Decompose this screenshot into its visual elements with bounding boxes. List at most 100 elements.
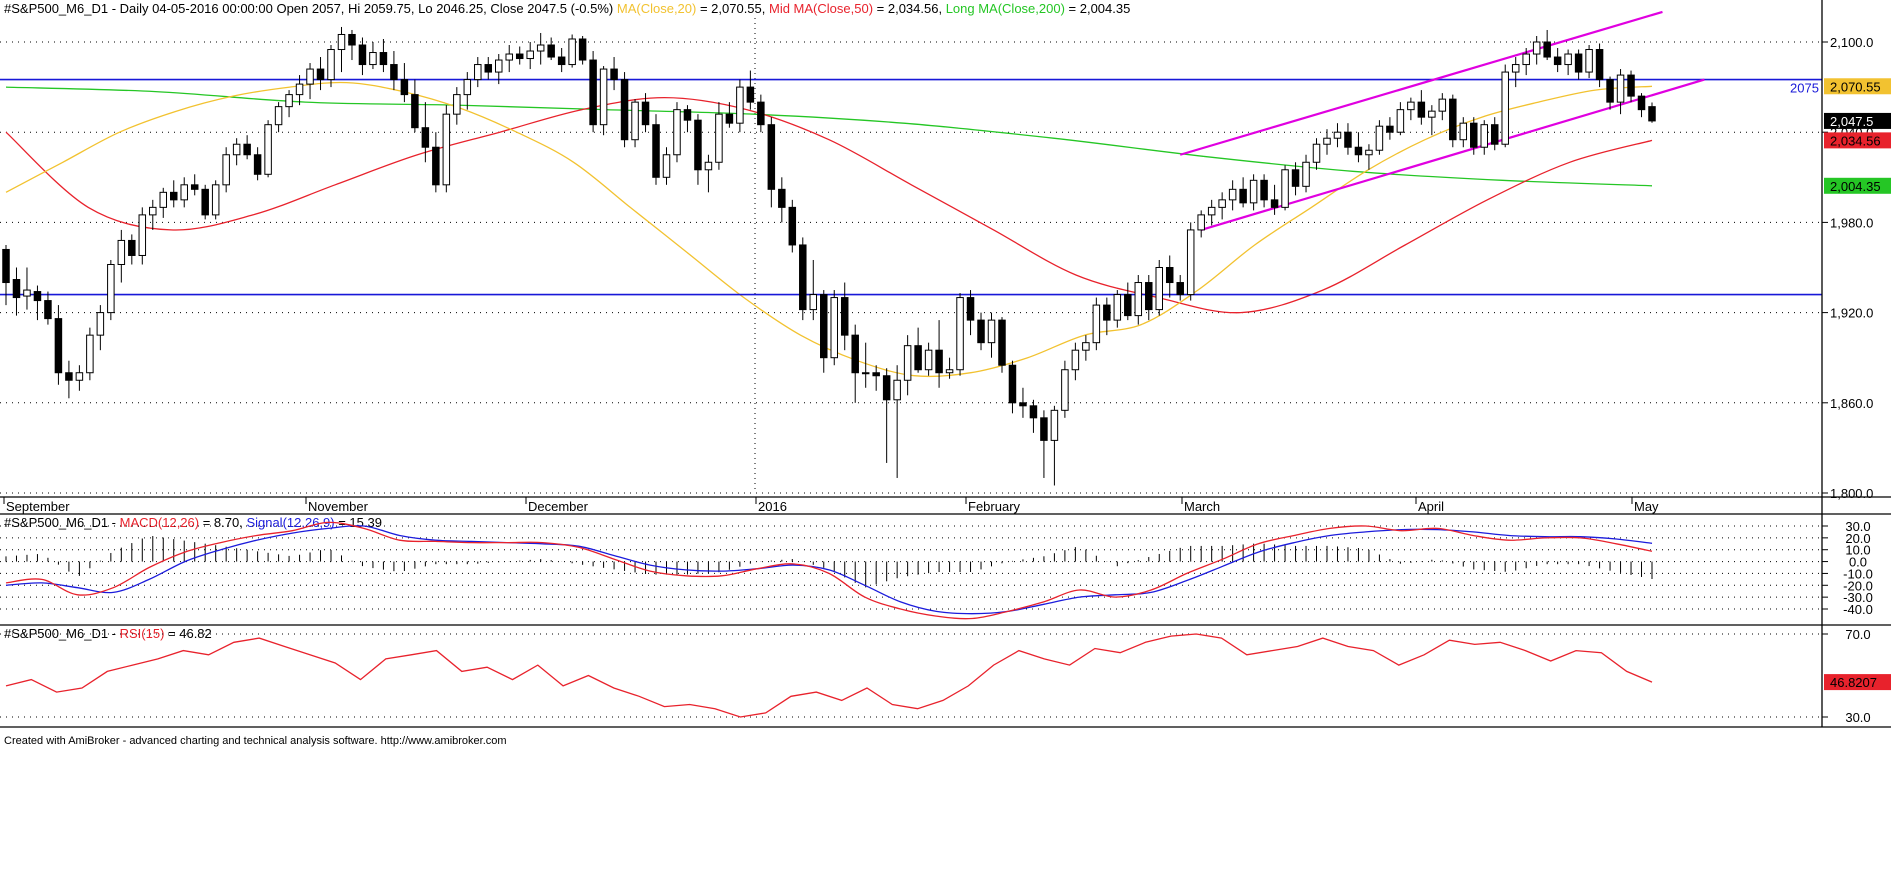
ma50-line — [5, 96, 1653, 314]
candle-body-down — [515, 53, 524, 60]
candle — [515, 46, 524, 65]
candle — [1449, 94, 1457, 148]
candle — [201, 184, 209, 220]
candle-body-down — [54, 318, 63, 374]
candle — [264, 120, 272, 178]
candle-body-down — [1648, 106, 1656, 122]
candle-body-down — [840, 297, 849, 336]
candle-body-up — [599, 68, 608, 126]
value-badge-text: 2,004.35 — [1830, 179, 1881, 194]
candle — [809, 259, 818, 321]
rsi-symbol: #S&P500_M6_D1 - — [4, 626, 120, 641]
candle — [536, 32, 545, 65]
candle-body-up — [1428, 110, 1436, 118]
candle-body-up — [117, 239, 126, 265]
candle-body-down — [411, 94, 419, 129]
candle — [65, 360, 73, 399]
candle — [1291, 162, 1300, 196]
candle-body-down — [33, 291, 42, 302]
candle-body-up — [1155, 267, 1163, 311]
macd-tick-label: 20.0 — [1845, 531, 1870, 546]
candle-body-up — [1061, 369, 1069, 411]
macd-line — [5, 521, 1653, 620]
candle — [1438, 93, 1447, 121]
candle-body-down — [778, 188, 786, 208]
candle — [54, 305, 63, 385]
candle-body-up — [1218, 199, 1226, 208]
candle — [369, 42, 377, 70]
candle-body-up — [568, 38, 576, 66]
candle — [190, 174, 199, 196]
candle — [495, 54, 503, 85]
candle-body-up — [369, 52, 377, 66]
candle — [285, 90, 293, 118]
candle — [12, 267, 21, 316]
date-label: November — [308, 499, 369, 514]
candle-body-down — [243, 143, 251, 156]
candle — [421, 102, 430, 163]
candle — [1134, 275, 1143, 325]
candle-body-up — [1082, 342, 1090, 351]
candle — [1050, 405, 1059, 486]
candle-body-down — [725, 113, 734, 124]
price-tick-label: 1,860.0 — [1830, 396, 1873, 411]
rsi-value: = 46.82 — [164, 626, 211, 641]
candle — [1606, 76, 1614, 110]
rsi-tick-label: 70.0 — [1845, 627, 1870, 642]
candle-body-down — [694, 119, 702, 171]
candle-body-down — [432, 146, 440, 186]
candle — [505, 45, 513, 73]
candle-body-up — [1438, 98, 1447, 112]
candle — [295, 75, 304, 106]
candle — [1281, 165, 1289, 211]
candle — [390, 51, 398, 91]
candle — [180, 177, 188, 208]
macd-pane: 30.020.010.00.0-10.0-20.0-30.0-40.0 — [0, 519, 1873, 620]
candle — [2, 244, 10, 306]
candle — [767, 117, 776, 208]
candle — [348, 29, 356, 61]
candle — [1574, 49, 1583, 80]
rsi-pane: 70.0 30.0 46.8207 — [0, 627, 1891, 725]
macd-tick-label: 0.0 — [1849, 555, 1867, 570]
candle — [704, 154, 713, 193]
candle — [547, 37, 555, 61]
candle-body-up — [505, 53, 513, 61]
header-summary: - Daily 04-05-2016 00:00:00 Open 2057, H… — [108, 1, 617, 16]
candle — [1092, 297, 1101, 351]
candle-body-up — [1302, 161, 1310, 187]
candle — [861, 342, 870, 388]
candle — [337, 26, 346, 73]
candle — [998, 317, 1006, 373]
date-label: December — [528, 499, 589, 514]
candle-body-up — [1071, 349, 1080, 371]
candle-body-down — [421, 127, 430, 148]
date-label: 2016 — [758, 499, 787, 514]
candle — [1071, 342, 1080, 381]
candle-body-up — [715, 113, 723, 163]
candle-body-up — [337, 33, 346, 51]
candle-body-up — [1092, 304, 1101, 344]
candle-body-down — [1029, 405, 1038, 419]
candle — [1490, 117, 1499, 151]
candle — [1511, 57, 1520, 88]
candle — [33, 285, 42, 321]
candle-body-up — [861, 372, 870, 375]
candle-body-down — [683, 109, 692, 121]
candle — [23, 267, 31, 310]
candle-body-up — [662, 154, 671, 178]
candle-body-down — [1354, 146, 1363, 156]
candle-body-down — [390, 64, 398, 81]
candle — [683, 105, 692, 133]
candle-body-down — [201, 188, 209, 216]
candle-body-up — [1396, 109, 1405, 133]
candle-body-down — [484, 64, 493, 73]
candle — [977, 312, 985, 351]
candle-body-up — [453, 94, 461, 115]
candle — [799, 237, 807, 321]
candle — [893, 365, 901, 478]
candle-body-up — [526, 50, 534, 60]
candle — [1176, 275, 1184, 301]
candle-body-up — [463, 79, 472, 96]
date-label: February — [968, 499, 1021, 514]
